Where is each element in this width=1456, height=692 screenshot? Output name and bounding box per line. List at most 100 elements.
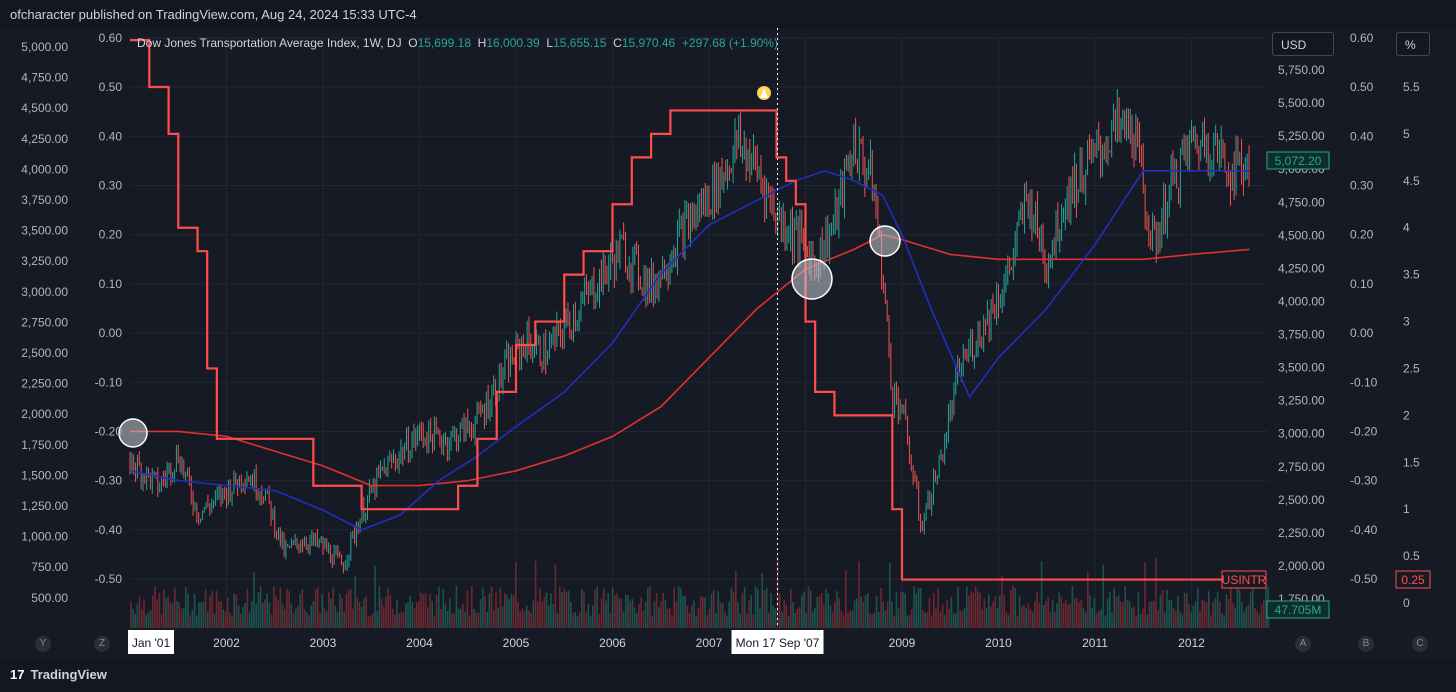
nav-y-button[interactable]: Y: [35, 636, 51, 652]
volume-bar: [543, 596, 546, 628]
volume-bar: [334, 605, 337, 628]
volume-bar: [477, 613, 480, 628]
volume-bar: [1076, 598, 1078, 628]
right-corr-tick: 0.20: [1350, 228, 1374, 242]
volume-bar: [1007, 615, 1010, 628]
volume-bar: [666, 608, 669, 628]
volume-bar: [1082, 607, 1085, 628]
nav-z-button[interactable]: Z: [94, 636, 110, 652]
volume-bar: [369, 615, 372, 628]
x-tick-label: 2006: [599, 636, 626, 650]
volume-bar: [761, 573, 763, 628]
volume-bar: [515, 562, 517, 628]
volume-bar: [405, 603, 407, 628]
volume-bar: [387, 587, 389, 628]
volume-bar: [636, 613, 638, 628]
volume-bar: [1047, 597, 1049, 628]
volume-bar: [820, 592, 823, 628]
volume-bar: [1260, 604, 1263, 628]
volume-bar: [1001, 575, 1003, 628]
volume-bar: [875, 596, 878, 628]
legend-title: Dow Jones Transportation Average Index, …: [137, 36, 402, 50]
volume-bar: [785, 605, 788, 628]
volume-bar: [1073, 598, 1076, 628]
right-price-tick: 3,500.00: [1278, 361, 1325, 375]
rate-value-badge: [1395, 570, 1431, 589]
nav-b-button[interactable]: B: [1358, 636, 1374, 652]
brand-text: TradingView: [30, 667, 107, 682]
volume-bar: [563, 588, 565, 628]
volume-bar: [1230, 586, 1232, 628]
x-tick-label: 2011: [1082, 636, 1108, 650]
currency-button[interactable]: USD: [1272, 32, 1334, 56]
volume-bar: [473, 609, 475, 628]
volume-bar: [1168, 600, 1170, 628]
volume-bar: [1071, 586, 1074, 628]
volume-bar: [490, 586, 493, 628]
volume-bar: [1254, 608, 1256, 628]
volume-bar: [759, 608, 761, 628]
right-pct-tick: 4: [1403, 221, 1410, 235]
volume-bar: [774, 608, 777, 628]
volume-bar: [453, 613, 455, 628]
volume-bar: [1238, 589, 1241, 628]
volume-bar: [508, 599, 510, 628]
left-corr-tick: 0.50: [99, 80, 123, 94]
volume-bar: [763, 590, 766, 628]
volume-bar: [897, 608, 900, 628]
volume-bar: [204, 589, 207, 628]
volume-bar: [226, 597, 229, 628]
volume-bar: [966, 586, 968, 628]
volume-bar: [1146, 614, 1148, 628]
volume-bar: [411, 602, 414, 628]
correlation-red-line: [130, 233, 1250, 487]
volume-bar: [752, 614, 755, 628]
right-price-tick: 3,750.00: [1278, 328, 1325, 342]
left-price-tick: 4,000.00: [21, 162, 68, 176]
volume-bar: [581, 588, 583, 628]
volume-bar: [1227, 599, 1230, 628]
volume-bar: [482, 587, 484, 628]
left-price-tick: 4,500.00: [21, 101, 68, 115]
volume-bar: [642, 610, 645, 628]
volume-bar: [484, 596, 486, 628]
left-corr-tick: 0.00: [99, 326, 123, 340]
nav-c-button[interactable]: C: [1412, 636, 1428, 652]
volume-bar: [1034, 600, 1036, 628]
volume-bar: [576, 615, 579, 628]
tradingview-logo[interactable]: 17 TradingView: [10, 667, 107, 682]
volume-bar: [372, 613, 374, 628]
volume-bar: [688, 612, 691, 628]
volume-bar: [629, 600, 631, 628]
volume-bar: [603, 588, 605, 628]
left-price-tick: 500.00: [31, 591, 68, 605]
volume-bar: [1029, 609, 1032, 628]
volume-bar: [1166, 589, 1168, 628]
left-price-tick: 3,250.00: [21, 254, 68, 268]
right-price-tick: 5,250.00: [1278, 129, 1325, 143]
right-price-tick: 2,750.00: [1278, 460, 1325, 474]
volume-bar: [1194, 601, 1197, 628]
right-pct-tick: 4.5: [1403, 174, 1420, 188]
volume-bar: [1236, 587, 1239, 628]
right-corr-tick: -0.20: [1350, 424, 1378, 438]
percent-button[interactable]: %: [1396, 32, 1430, 56]
volume-bar: [365, 596, 367, 628]
volume-bar: [352, 608, 354, 628]
volume-bar: [765, 587, 768, 628]
volume-bar: [420, 592, 422, 628]
volume-bar: [930, 615, 933, 628]
volume-bar: [1131, 607, 1133, 628]
volume-bar: [779, 593, 781, 628]
volume-bar: [1249, 592, 1252, 628]
event-marker-arrow-icon: [760, 88, 768, 98]
volume-bar: [1148, 601, 1151, 628]
volume-bar: [299, 593, 301, 628]
chart-svg[interactable]: 5,000.00 4,750.00 4,500.00 4,250.00 4,000.00…: [0, 0, 1456, 658]
volume-bar: [394, 614, 396, 628]
nav-a-button[interactable]: A: [1295, 636, 1311, 652]
volume-bar: [1120, 601, 1122, 628]
volume-bar: [446, 610, 449, 628]
usintr-step-line: [130, 38, 1250, 581]
volume-bar: [792, 602, 794, 628]
